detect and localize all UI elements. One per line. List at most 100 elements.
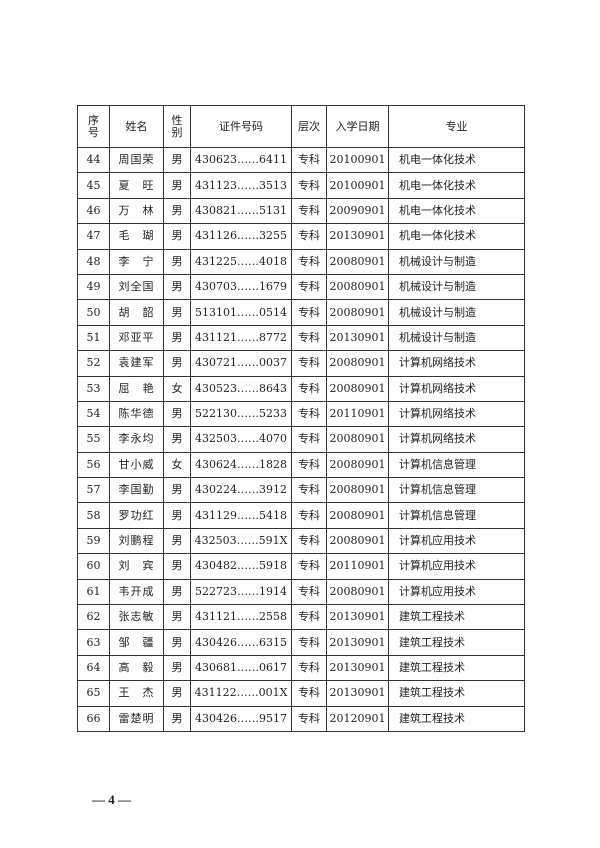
table-row: 53 屈 艳女 430523……8643 专科 20080901 计算机网络技术: [77, 375, 525, 402]
cell-major: 计算机网络技术: [388, 350, 525, 377]
cell-id-number: 430624……1828: [190, 451, 292, 479]
cell-gender: 男: [163, 604, 191, 631]
cell-name: 李永均: [109, 426, 164, 453]
cell-gender: 男: [163, 654, 191, 682]
cell-index: 55: [77, 426, 110, 453]
cell-major: 计算机网络技术: [388, 400, 525, 428]
cell-gender: 男: [163, 578, 191, 606]
cell-major: 机电一体化技术: [388, 197, 525, 225]
cell-enroll-date: 20080901: [326, 477, 389, 504]
cell-major: 机电一体化技术: [388, 146, 525, 174]
table-row: 61 韦开成男 522723……1914 专科 20080901 计算机应用技术: [77, 578, 525, 606]
cell-level: 专科: [291, 502, 327, 529]
header-name: 姓名: [109, 105, 164, 148]
cell-name: 李 宁: [109, 248, 164, 275]
cell-index: 56: [77, 451, 110, 479]
cell-id-number: 432503……4070: [190, 426, 292, 453]
cell-name: 刘 宾: [109, 553, 164, 580]
table-row: 50 胡 韶男 513101……0514 专科 20080901 机械设计与制造: [77, 299, 525, 326]
table-row: 44 周国荣男 430623……6411 专科 20100901 机电一体化技术: [77, 146, 525, 174]
cell-level: 专科: [291, 705, 327, 732]
cell-gender: 男: [163, 324, 191, 352]
cell-id-number: 431122……001X: [190, 680, 292, 707]
cell-level: 专科: [291, 350, 327, 377]
cell-level: 专科: [291, 375, 327, 402]
cell-major: 计算机应用技术: [388, 527, 525, 555]
table-row: 65 王 杰男 431122……001X 专科 20130901 建筑工程技术: [77, 680, 525, 707]
cell-id-number: 430623……6411: [190, 146, 292, 174]
cell-major: 计算机应用技术: [388, 553, 525, 580]
table-row: 48 李 宁男 431225……4018 专科 20080901 机械设计与制造: [77, 248, 525, 275]
cell-id-number: 431121……2558: [190, 604, 292, 631]
cell-major: 机电一体化技术: [388, 172, 525, 199]
cell-enroll-date: 20080901: [326, 578, 389, 606]
cell-index: 54: [77, 400, 110, 428]
table-row: 56 甘小威女 430624……1828 专科 20080901 计算机信息管理: [77, 451, 525, 479]
cell-enroll-date: 20130901: [326, 629, 389, 656]
cell-id-number: 430224……3912: [190, 477, 292, 504]
cell-id-number: 430703……1679: [190, 273, 292, 301]
cell-gender: 男: [163, 426, 191, 453]
cell-enroll-date: 20080901: [326, 350, 389, 377]
cell-enroll-date: 20120901: [326, 705, 389, 732]
cell-gender: 女: [163, 375, 191, 402]
student-table: 序号 姓名 性别 证件号码 层次 入学日期 专业 44 周国荣男 430623……6…: [77, 105, 525, 732]
cell-id-number: 522723……1914: [190, 578, 292, 606]
cell-enroll-date: 20080901: [326, 273, 389, 301]
cell-enroll-date: 20090901: [326, 197, 389, 225]
cell-enroll-date: 20130901: [326, 654, 389, 682]
cell-major: 计算机信息管理: [388, 477, 525, 504]
cell-enroll-date: 20080901: [326, 299, 389, 326]
cell-enroll-date: 20110901: [326, 400, 389, 428]
table-row: 52 袁建军男 430721……0037 专科 20080901 计算机网络技术: [77, 350, 525, 377]
cell-name: 刘鹏程: [109, 527, 164, 555]
cell-index: 48: [77, 248, 110, 275]
cell-gender: 男: [163, 502, 191, 529]
cell-level: 专科: [291, 451, 327, 479]
header-id: 证件号码: [190, 105, 292, 148]
cell-name: 罗功红: [109, 502, 164, 529]
cell-level: 专科: [291, 553, 327, 580]
table-row: 47 毛 瑚男 431126……3255 专科 20130901 机电一体化技术: [77, 223, 525, 250]
cell-level: 专科: [291, 680, 327, 707]
cell-gender: 男: [163, 705, 191, 732]
cell-id-number: 522130……5233: [190, 400, 292, 428]
cell-enroll-date: 20080901: [326, 426, 389, 453]
cell-name: 夏 旺: [109, 172, 164, 199]
cell-index: 65: [77, 680, 110, 707]
cell-id-number: 430523……8643: [190, 375, 292, 402]
cell-name: 周国荣: [109, 146, 164, 174]
cell-major: 计算机应用技术: [388, 578, 525, 606]
cell-level: 专科: [291, 248, 327, 275]
cell-level: 专科: [291, 477, 327, 504]
cell-id-number: 432503……591X: [190, 527, 292, 555]
cell-gender: 男: [163, 350, 191, 377]
cell-gender: 男: [163, 248, 191, 275]
header-index: 序号: [77, 105, 110, 148]
cell-major: 机械设计与制造: [388, 248, 525, 275]
cell-id-number: 431129……5418: [190, 502, 292, 529]
cell-major: 建筑工程技术: [388, 654, 525, 682]
cell-enroll-date: 20130901: [326, 680, 389, 707]
cell-id-number: 431121……8772: [190, 324, 292, 352]
cell-index: 62: [77, 604, 110, 631]
cell-index: 64: [77, 654, 110, 682]
cell-id-number: 431126……3255: [190, 223, 292, 250]
cell-name: 雷楚明: [109, 705, 164, 732]
cell-name: 甘小威: [109, 451, 164, 479]
cell-id-number: 431123……3513: [190, 172, 292, 199]
table-row: 55 李永均男 432503……4070 专科 20080901 计算机网络技术: [77, 426, 525, 453]
header-date: 入学日期: [326, 105, 389, 148]
cell-index: 59: [77, 527, 110, 555]
cell-gender: 男: [163, 527, 191, 555]
cell-major: 机械设计与制造: [388, 324, 525, 352]
cell-major: 建筑工程技术: [388, 680, 525, 707]
cell-name: 邹 疆: [109, 629, 164, 656]
cell-enroll-date: 20100901: [326, 172, 389, 199]
cell-index: 47: [77, 223, 110, 250]
cell-index: 66: [77, 705, 110, 732]
table-row: 64 高 毅男 430681……0617 专科 20130901 建筑工程技术: [77, 654, 525, 682]
table-row: 45 夏 旺男 431123……3513 专科 20100901 机电一体化技术: [77, 172, 525, 199]
cell-gender: 男: [163, 400, 191, 428]
cell-id-number: 431225……4018: [190, 248, 292, 275]
